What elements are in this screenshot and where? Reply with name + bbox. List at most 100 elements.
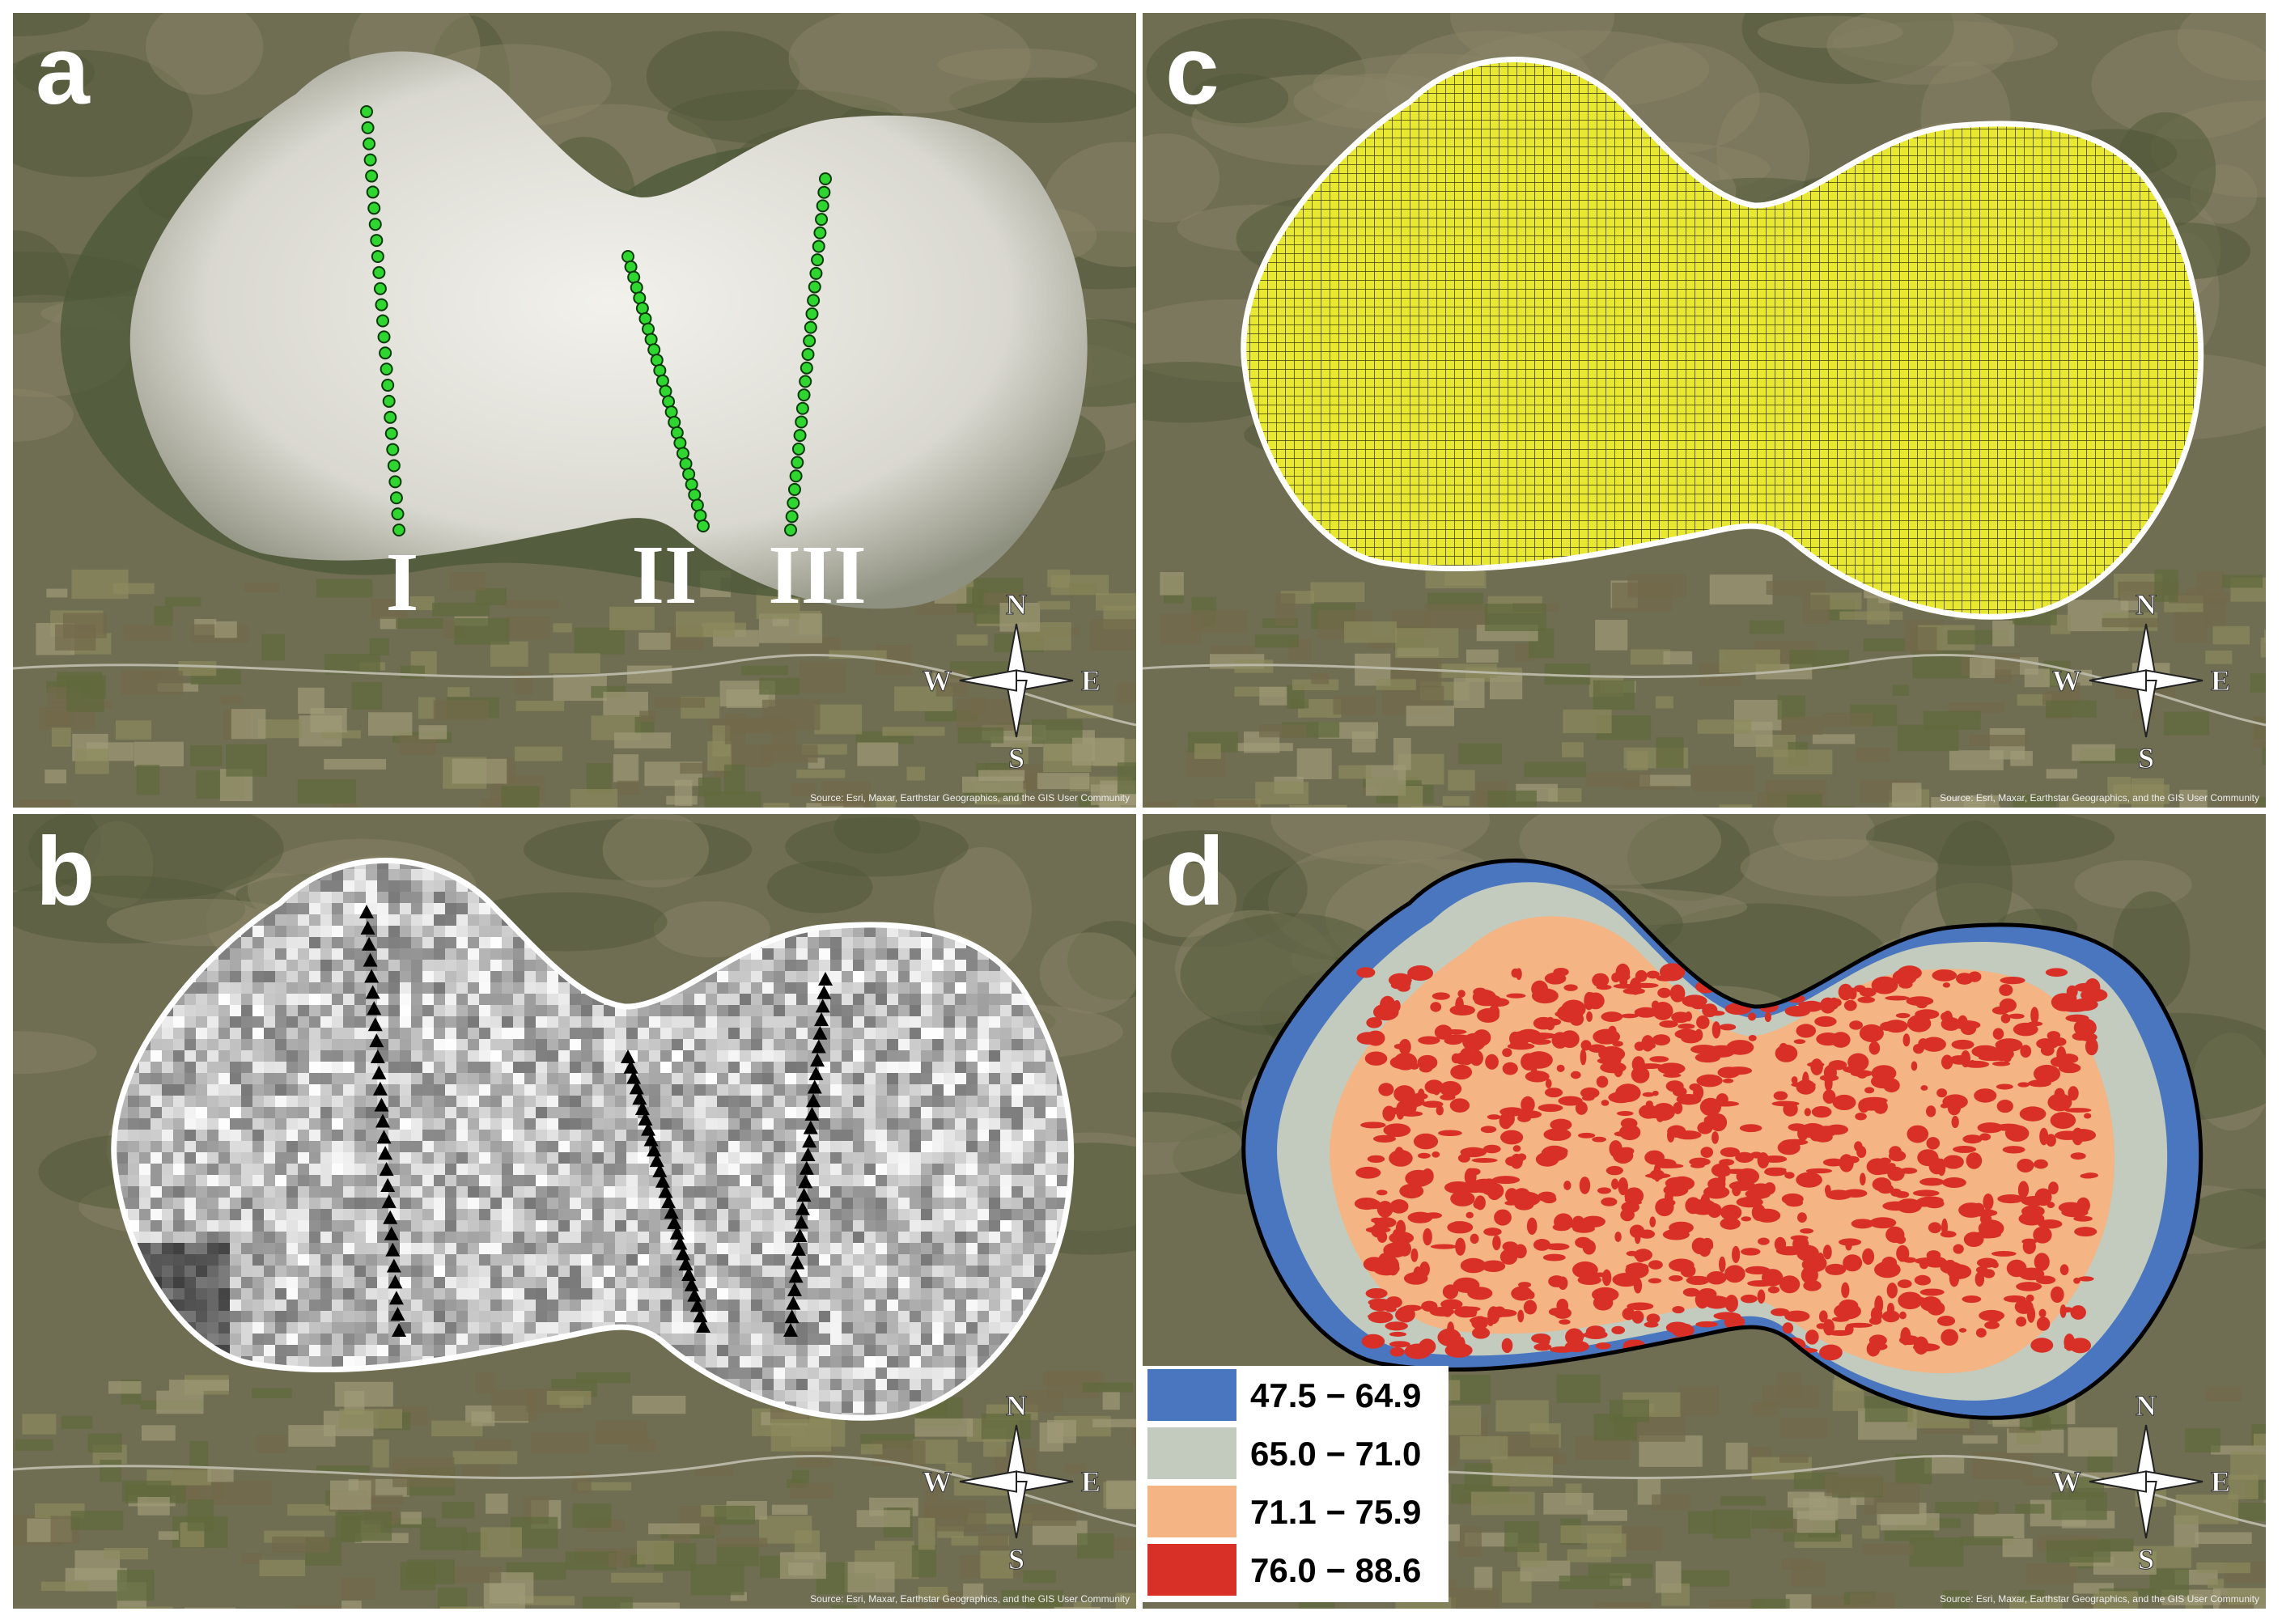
field bbox=[675, 611, 735, 638]
field bbox=[2072, 744, 2115, 761]
field bbox=[1593, 680, 1635, 710]
sample-point bbox=[818, 972, 833, 986]
vegetation-patch bbox=[1143, 863, 1237, 938]
field bbox=[392, 1457, 455, 1487]
sample-point bbox=[807, 1079, 822, 1094]
field bbox=[1823, 713, 1873, 727]
sample-point bbox=[647, 343, 661, 357]
field bbox=[1495, 1400, 1549, 1432]
field bbox=[1037, 773, 1090, 790]
sample-point bbox=[791, 1241, 806, 1256]
compass-arm bbox=[959, 1470, 1017, 1493]
field bbox=[906, 766, 926, 781]
field bbox=[639, 710, 656, 723]
field bbox=[1135, 806, 1136, 808]
sample-point bbox=[804, 320, 817, 334]
field bbox=[914, 1418, 973, 1437]
field bbox=[1102, 1391, 1120, 1410]
sample-point bbox=[809, 266, 823, 280]
legend-swatch bbox=[1147, 1486, 1236, 1537]
field bbox=[154, 606, 173, 626]
compass-e: E bbox=[2211, 664, 2230, 697]
sample-point bbox=[624, 260, 638, 273]
sample-point bbox=[655, 1173, 670, 1188]
field bbox=[168, 1380, 229, 1391]
field bbox=[452, 1451, 518, 1465]
sample-point bbox=[360, 920, 375, 935]
field bbox=[207, 1468, 234, 1482]
sample-point bbox=[815, 213, 829, 227]
sample-point bbox=[670, 426, 684, 439]
field bbox=[297, 779, 356, 804]
field bbox=[2179, 789, 2208, 808]
field bbox=[491, 1389, 538, 1422]
field bbox=[2093, 1591, 2139, 1609]
field bbox=[504, 617, 550, 639]
field bbox=[2018, 1590, 2045, 1601]
field bbox=[119, 1606, 173, 1609]
panel-label: b bbox=[36, 817, 95, 926]
sample-point bbox=[792, 1228, 808, 1243]
field bbox=[962, 776, 1024, 793]
sample-point bbox=[697, 519, 710, 532]
sample-point bbox=[392, 1323, 406, 1337]
field bbox=[1132, 1423, 1136, 1448]
field bbox=[882, 727, 945, 736]
field bbox=[957, 727, 1004, 744]
vegetation-patch bbox=[1865, 814, 2115, 866]
field bbox=[1190, 610, 1247, 634]
field bbox=[2212, 625, 2250, 645]
sample-point bbox=[370, 1049, 385, 1063]
field bbox=[1892, 782, 1922, 807]
field bbox=[190, 745, 223, 766]
field bbox=[1393, 738, 1411, 770]
field bbox=[844, 1562, 895, 1592]
field bbox=[214, 621, 237, 638]
field bbox=[1897, 724, 1959, 752]
sample-point bbox=[649, 1153, 664, 1168]
field bbox=[1719, 649, 1780, 673]
sample-point bbox=[678, 1257, 694, 1271]
sample-point bbox=[388, 1291, 404, 1305]
field bbox=[2015, 1503, 2045, 1514]
field bbox=[761, 744, 818, 763]
field bbox=[369, 638, 389, 655]
sample-point bbox=[679, 457, 693, 471]
field bbox=[485, 1493, 508, 1514]
field bbox=[1112, 1537, 1136, 1550]
vegetation-patch bbox=[1740, 838, 1939, 897]
field bbox=[680, 762, 706, 774]
field bbox=[2206, 1386, 2242, 1401]
field bbox=[1780, 1418, 1828, 1439]
legend: 47.5 − 64.9 65.0 − 71.0 71.1 − 75.9 76.0 − … bbox=[1143, 1366, 1449, 1602]
sample-point bbox=[803, 334, 817, 348]
field bbox=[2047, 1540, 2110, 1563]
sample-point bbox=[365, 169, 379, 183]
field bbox=[371, 599, 407, 620]
compass-w: W bbox=[2052, 1465, 2081, 1498]
field bbox=[2164, 711, 2210, 736]
field bbox=[787, 1563, 813, 1575]
field bbox=[2263, 630, 2266, 642]
field bbox=[242, 1553, 262, 1564]
field bbox=[1194, 799, 1258, 808]
field bbox=[2068, 1427, 2118, 1457]
field bbox=[231, 709, 266, 740]
compass-s: S bbox=[2138, 742, 2154, 774]
sample-point bbox=[385, 1242, 401, 1257]
field bbox=[1210, 645, 1255, 655]
field bbox=[1630, 649, 1671, 665]
field bbox=[1504, 1521, 1540, 1553]
field bbox=[334, 1381, 393, 1407]
field bbox=[226, 744, 268, 777]
field bbox=[442, 1502, 475, 1519]
field bbox=[1425, 604, 1488, 630]
legend-label: 65.0 − 71.0 bbox=[1250, 1435, 1421, 1473]
sample-point bbox=[638, 1111, 653, 1126]
field bbox=[1880, 1513, 1940, 1531]
field bbox=[771, 1504, 808, 1515]
field bbox=[51, 727, 71, 747]
field bbox=[1942, 1590, 1970, 1609]
field bbox=[2185, 1428, 2220, 1452]
sample-point bbox=[784, 524, 797, 536]
